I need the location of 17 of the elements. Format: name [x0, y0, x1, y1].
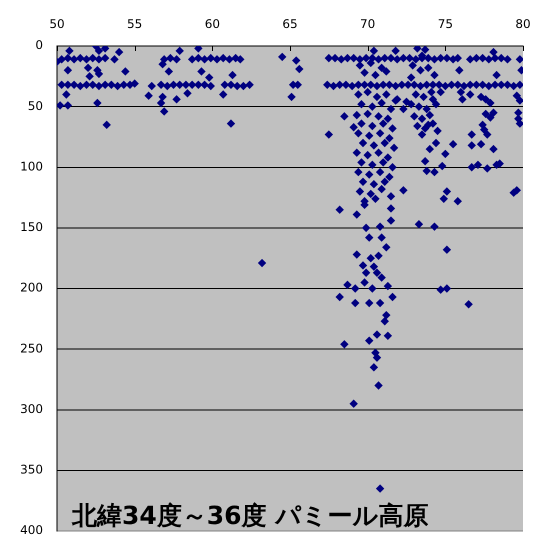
y-tick-label: 50	[28, 98, 43, 113]
x-tick-label: 75	[438, 16, 453, 31]
y-tick-label: 400	[20, 523, 43, 538]
x-tick-label: 60	[204, 16, 220, 31]
x-tick-label: 65	[282, 16, 298, 31]
x-tick-label: 70	[360, 16, 376, 31]
y-tick-label: 250	[20, 341, 43, 356]
y-tick-label: 0	[35, 38, 43, 52]
text: 北緯34度～36度 パミール高原	[71, 501, 428, 530]
y-tick-label: 100	[20, 159, 43, 174]
x-tick-label: 50	[49, 16, 65, 31]
y-tick-label: 150	[20, 220, 43, 234]
x-tick-label: 55	[127, 16, 142, 31]
x-tick-label: 80	[515, 16, 531, 31]
y-tick-label: 200	[20, 280, 43, 295]
y-tick-label: 350	[20, 462, 43, 476]
y-tick-label: 300	[20, 402, 43, 416]
